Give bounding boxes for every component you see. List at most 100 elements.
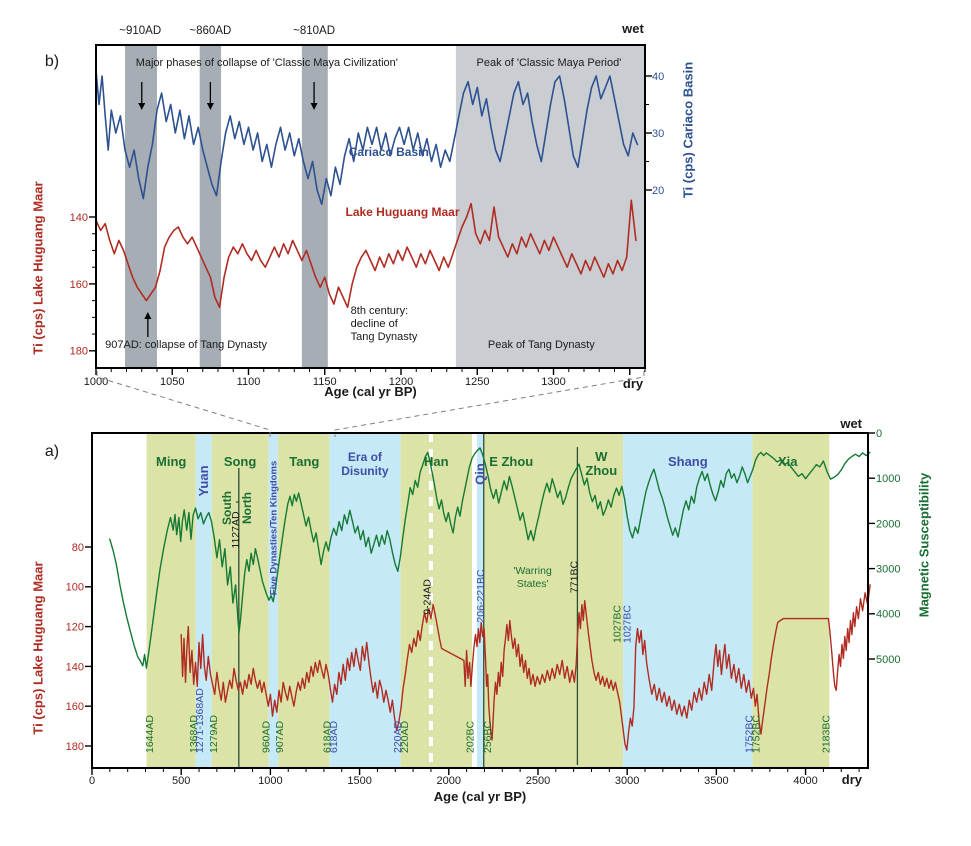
annotation: 1279AD	[208, 715, 220, 753]
right-tick-label: 3000	[876, 563, 900, 575]
down-arrow-head	[138, 103, 146, 110]
panel-b-x-ticks: 1000 1050 1100 1150 1200 1250 1300	[84, 368, 646, 388]
dynasty-tang	[278, 433, 330, 768]
x-tick-label: 1050	[160, 376, 184, 388]
x-tick-label: 1100	[237, 376, 261, 388]
zoom-connector-line-1	[96, 371, 271, 437]
annotation: Major phases of collapse of 'Classic May…	[136, 57, 398, 69]
panel-tag: b)	[45, 53, 59, 70]
annotation: North	[240, 492, 254, 524]
down-arrow-head	[206, 103, 214, 110]
annotation: Ming	[156, 454, 186, 469]
panel-a-left-ticks: 80 100 120 140 160 180	[66, 542, 92, 753]
annotation: Tang	[289, 454, 319, 469]
wet-label: wet	[621, 21, 644, 36]
collapse-phase-910AD	[124, 45, 157, 368]
panel-a-x-ticks: 0 500 1000 1500 2000 2500 3000 3500 4000	[89, 768, 860, 787]
annotation: States'	[517, 578, 549, 590]
annotation: 1027BC	[621, 605, 633, 643]
annotation: Qin	[473, 463, 488, 485]
left-tick-label: 180	[70, 346, 88, 358]
lake-huguang-maar-curve	[180, 584, 871, 751]
x-axis-title: Age (cal yr BP)	[324, 384, 416, 399]
annotation: 907AD	[274, 720, 286, 753]
annotation: 618AD	[322, 720, 334, 753]
annotation: 771BC	[568, 561, 580, 594]
x-tick-label: 1500	[347, 775, 371, 787]
left-tick-label: 160	[66, 701, 84, 713]
right-tick-label: 1000	[876, 473, 900, 485]
left-tick-label: 140	[66, 661, 84, 673]
annotation: 1644AD	[144, 715, 156, 753]
right-tick-label: 20	[652, 185, 664, 197]
dynasty-qin	[476, 433, 484, 768]
annotation: Tang Dynasty	[351, 331, 418, 343]
lake-huguang-maar-curve	[95, 199, 637, 309]
dynasty-song	[211, 433, 269, 768]
left-axis-title: Ti (cps) Lake Huguang Maar	[30, 181, 45, 354]
left-tick-label: 100	[66, 582, 84, 594]
era-of-disunity	[329, 433, 401, 768]
annotation: 2183BC	[820, 715, 832, 753]
x-tick-label: 1300	[541, 376, 565, 388]
x-tick-label: 0	[89, 775, 95, 787]
panel-tag: a)	[45, 443, 59, 460]
annotation: Peak of Tang Dynasty	[488, 339, 595, 351]
annotation: 206-221BC	[475, 569, 487, 623]
left-axis-title: Ti (cps) Lake Huguang Maar	[30, 561, 45, 734]
annotation: decline of	[351, 318, 399, 330]
x-tick-label: 3000	[615, 775, 639, 787]
collapse-phase-810AD	[301, 45, 328, 368]
right-tick-label: 0	[876, 428, 882, 440]
left-tick-label: 160	[70, 279, 88, 291]
x-axis-title: Age (cal yr BP)	[434, 789, 526, 804]
annotation: Peak of 'Classic Maya Period'	[477, 57, 622, 69]
magnetic-susceptibility-curve	[109, 447, 871, 669]
annotation: E Zhou	[489, 454, 533, 469]
annotation: Disunity	[341, 464, 389, 478]
right-tick-label: 40	[652, 71, 664, 83]
annotation: 256BC	[482, 720, 494, 753]
annotation: W	[595, 449, 608, 464]
zoom-connector-line-2	[334, 371, 645, 437]
annotation: 1271-1368AD	[194, 688, 206, 753]
annotation: 220AD	[392, 720, 404, 753]
annotation: Era of	[348, 450, 383, 464]
right-axis-title: Ti (cps) Cariaco Basin	[680, 62, 695, 198]
right-axis-title: Magnetic Susceptibility	[916, 472, 931, 617]
annotation: ~910AD	[119, 25, 161, 37]
annotation: 220AD	[399, 720, 411, 753]
dynasty-han	[400, 433, 472, 768]
left-tick-label: 80	[72, 542, 84, 554]
x-tick-label: 1200	[389, 376, 413, 388]
x-tick-label: 500	[172, 775, 190, 787]
annotation: Han	[424, 454, 449, 469]
dynasty-yuan	[195, 433, 212, 768]
left-tick-label: 140	[70, 212, 88, 224]
down-arrow-head	[310, 103, 318, 110]
dynasty-shang	[623, 433, 753, 768]
annotation: Zhou	[585, 463, 617, 478]
right-tick-label: 5000	[876, 654, 900, 666]
annotation: 202BC	[465, 720, 477, 753]
x-tick-label: 4000	[793, 775, 817, 787]
panel-a-border	[91, 432, 869, 769]
annotation: Five Dynasties/Ten Kingdoms	[268, 461, 279, 595]
x-tick-label: 1000	[258, 775, 282, 787]
dynasty-ming	[146, 433, 196, 768]
right-tick-label: 2000	[876, 518, 900, 530]
panel-b-right-ticks: 40 30 20	[645, 71, 664, 197]
dynasty-xia	[752, 433, 830, 768]
annotation: 1752BC	[750, 715, 762, 753]
annotation: 1027BC	[612, 605, 624, 643]
peak-classic-maya-period	[455, 45, 645, 368]
annotation: Song	[224, 454, 257, 469]
x-tick-label: 1250	[465, 376, 489, 388]
annotation: Shang	[668, 454, 708, 469]
annotation: Yuan	[196, 465, 211, 496]
collapse-phase-860AD	[199, 45, 222, 368]
annotation: South	[220, 491, 234, 525]
annotation: ~860AD	[189, 25, 231, 37]
x-tick-label: 1150	[313, 376, 337, 388]
